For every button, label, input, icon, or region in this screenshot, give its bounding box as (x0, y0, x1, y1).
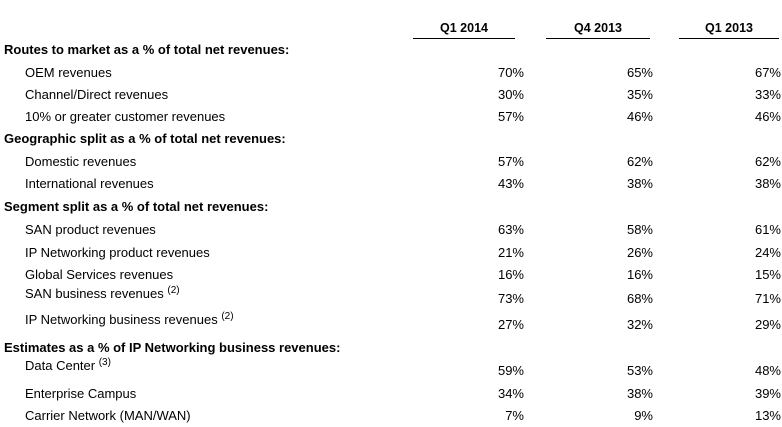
table-row: 10% or greater customer revenues 57% 46%… (0, 106, 782, 128)
value-q4-2013: 16% (626, 267, 653, 282)
value-q1-2013: 38% (754, 176, 781, 191)
value-q4-2013: 26% (626, 245, 653, 260)
section-header-ip-networking-estimates: Estimates as a % of IP Networking busine… (0, 337, 782, 359)
section-header-segment-split: Segment split as a % of total net revenu… (0, 196, 782, 218)
row-label: SAN product revenues (25, 222, 156, 237)
value-q1-2013: 61% (754, 222, 781, 237)
table-row: OEM revenues 70% 65% 67% (0, 62, 782, 84)
value-q4-2013: 32% (626, 317, 653, 332)
value-q1-2014: 27% (497, 317, 524, 332)
column-header-q1-2014: Q1 2014 (413, 18, 515, 39)
value-q1-2013: 48% (754, 363, 781, 378)
value-q1-2014: 30% (497, 87, 524, 102)
table-row: Carrier Network (MAN/WAN) 7% 9% 13% (0, 405, 782, 427)
section-title: Estimates as a % of IP Networking busine… (4, 340, 341, 355)
value-q1-2013: 71% (754, 291, 781, 306)
row-label: Domestic revenues (25, 154, 137, 169)
table-row: Domestic revenues 57% 62% 62% (0, 151, 782, 173)
value-q4-2013: 65% (626, 65, 653, 80)
row-label: International revenues (25, 176, 154, 191)
value-q1-2014: 43% (497, 176, 524, 191)
value-q1-2014: 63% (497, 222, 524, 237)
value-q1-2013: 46% (754, 109, 781, 124)
column-header-q4-2013: Q4 2013 (546, 18, 650, 39)
table-row: Channel/Direct revenues 30% 35% 33% (0, 84, 782, 106)
row-label: OEM revenues (25, 65, 112, 80)
table-row: Global Services revenues 16% 16% 15% (0, 264, 782, 286)
row-label: IP Networking product revenues (25, 245, 210, 260)
section-header-routes-to-market: Routes to market as a % of total net rev… (0, 39, 782, 61)
value-q1-2014: 70% (497, 65, 524, 80)
value-q1-2014: 16% (497, 267, 524, 282)
value-q1-2014: 7% (505, 408, 524, 423)
table-row: International revenues 43% 38% 38% (0, 173, 782, 195)
value-q4-2013: 35% (626, 87, 653, 102)
value-q1-2013: 67% (754, 65, 781, 80)
value-q1-2013: 29% (754, 317, 781, 332)
row-label: Global Services revenues (25, 267, 174, 282)
value-q4-2013: 9% (634, 408, 653, 423)
value-q4-2013: 46% (626, 109, 653, 124)
column-header-q1-2013: Q1 2013 (679, 18, 779, 39)
section-header-geographic-split: Geographic split as a % of total net rev… (0, 128, 782, 150)
row-label: Data Center (3) (25, 357, 111, 374)
value-q1-2013: 33% (754, 87, 781, 102)
value-q4-2013: 38% (626, 176, 653, 191)
section-title: Segment split as a % of total net revenu… (4, 199, 269, 214)
table-row: Data Center (3) 59% 53% 48% (0, 356, 782, 382)
value-q1-2014: 57% (497, 154, 524, 169)
row-label: 10% or greater customer revenues (25, 109, 226, 124)
value-q1-2014: 34% (497, 386, 524, 401)
row-label: Carrier Network (MAN/WAN) (25, 408, 191, 423)
value-q1-2013: 13% (754, 408, 781, 423)
value-q1-2014: 59% (497, 363, 524, 378)
value-q1-2014: 73% (497, 291, 524, 306)
section-title: Routes to market as a % of total net rev… (4, 42, 290, 57)
row-label: SAN business revenues (2) (25, 285, 180, 302)
value-q4-2013: 38% (626, 386, 653, 401)
value-q4-2013: 62% (626, 154, 653, 169)
value-q4-2013: 68% (626, 291, 653, 306)
value-q1-2013: 24% (754, 245, 781, 260)
row-label: Enterprise Campus (25, 386, 137, 401)
table-row: SAN product revenues 63% 58% 61% (0, 219, 782, 241)
table-row: IP Networking business revenues (2) 27% … (0, 310, 782, 336)
section-title: Geographic split as a % of total net rev… (4, 131, 286, 146)
value-q1-2013: 15% (754, 267, 781, 282)
value-q1-2013: 39% (754, 386, 781, 401)
value-q1-2013: 62% (754, 154, 781, 169)
row-label: IP Networking business revenues (2) (25, 311, 234, 328)
table-row: IP Networking product revenues 21% 26% 2… (0, 242, 782, 264)
value-q4-2013: 53% (626, 363, 653, 378)
row-label: Channel/Direct revenues (25, 87, 169, 102)
table-row: Enterprise Campus 34% 38% 39% (0, 383, 782, 405)
value-q1-2014: 21% (497, 245, 524, 260)
value-q4-2013: 58% (626, 222, 653, 237)
table-row: SAN business revenues (2) 73% 68% 71% (0, 284, 782, 310)
value-q1-2014: 57% (497, 109, 524, 124)
